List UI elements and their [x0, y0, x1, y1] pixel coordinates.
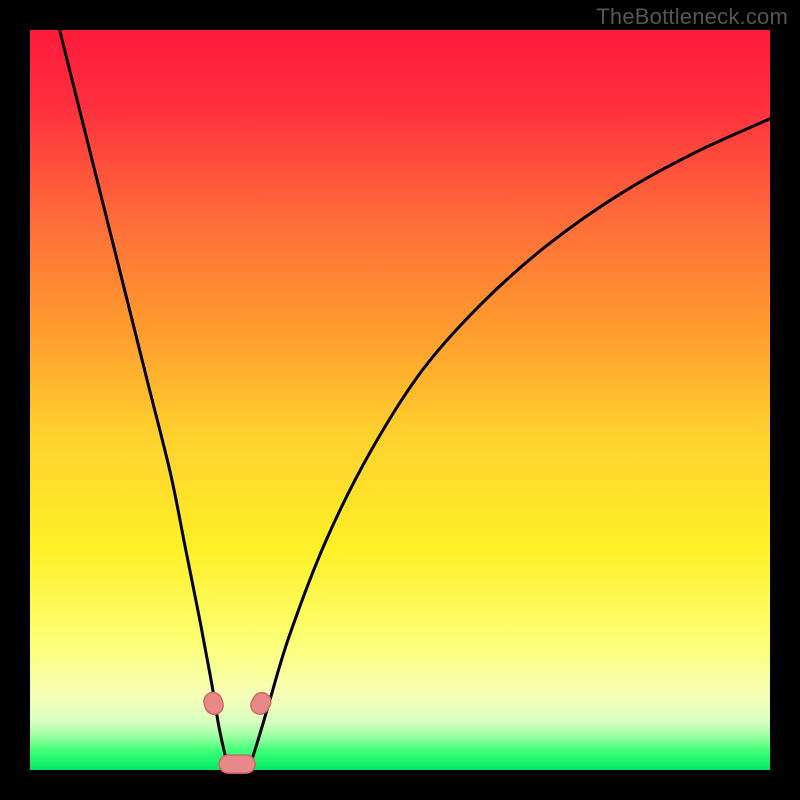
marker-capsule [219, 755, 255, 773]
bottleneck-chart [0, 0, 800, 800]
watermark-text: TheBottleneck.com [596, 4, 788, 30]
chart-container: TheBottleneck.com [0, 0, 800, 800]
